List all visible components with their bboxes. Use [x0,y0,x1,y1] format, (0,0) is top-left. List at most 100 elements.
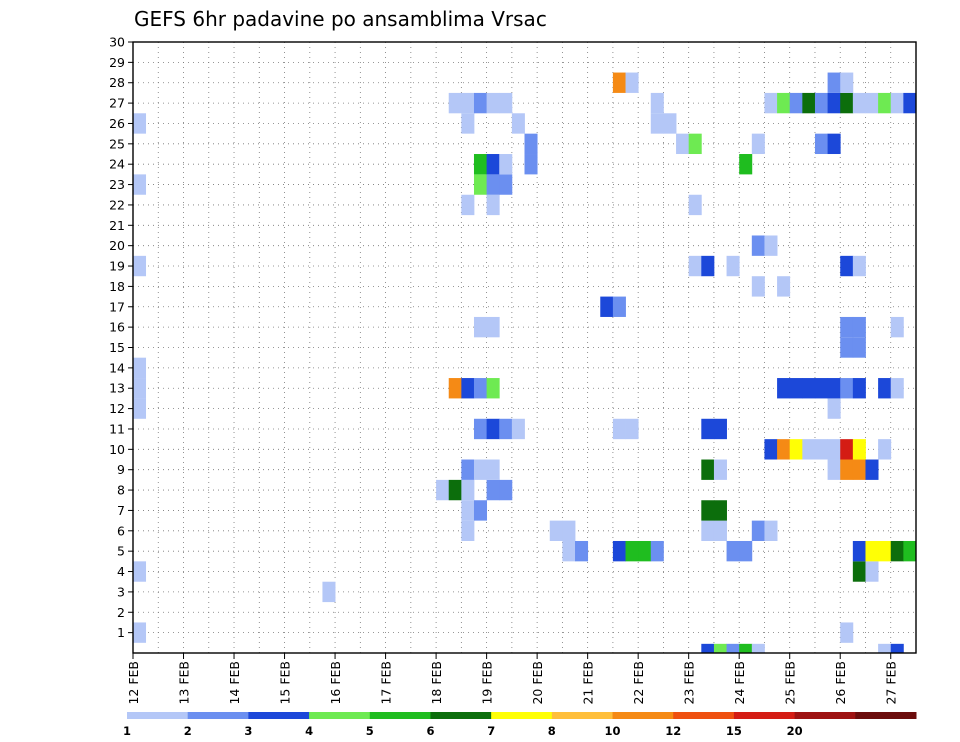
heatmap-cell [764,92,778,114]
colorbar-swatch [673,712,735,719]
heatmap-cell [865,561,879,582]
heatmap-cell [840,92,854,114]
heatmap-cell [625,72,639,93]
heatmap-cell [878,92,892,114]
heatmap-cell [133,255,147,277]
x-tick-label: 13 FEB [177,661,192,705]
y-axis: 1234567891011121314151617181920212223242… [109,35,133,640]
x-tick-label: 16 FEB [328,661,343,705]
x-tick-label: 21 FEB [581,661,596,705]
colorbar-label: 10 [604,724,620,738]
heatmap-cell [789,378,803,399]
heatmap-cell [524,133,538,155]
colorbar-swatch [733,712,796,719]
heatmap-cell [751,235,765,256]
y-tick-label: 16 [109,320,125,335]
heatmap-cell [486,92,500,114]
colorbar-swatch [309,712,371,719]
y-tick-label: 20 [109,238,125,253]
heatmap-cell [436,479,450,501]
chart-title: GEFS 6hr padavine po ansamblima Vrsac [134,7,547,31]
heatmap-cell [751,133,765,155]
heatmap-cell [663,113,677,134]
grid-lines [133,42,916,653]
heatmap-cell [461,479,475,501]
y-tick-label: 25 [109,136,125,151]
heatmap-cell [625,418,639,440]
heatmap-cell [777,276,791,297]
heatmap-cell [638,540,652,562]
colorbar-swatch [187,712,249,719]
heatmap-cell [486,194,500,216]
heatmap-cell [878,378,892,399]
heatmap-cell [777,439,791,460]
heatmap-cell [461,459,475,480]
heatmap-cell [499,174,513,195]
heatmap-cell [322,581,336,603]
heatmap-cell [840,622,854,643]
heatmap-cell [473,378,488,399]
heatmap-cell [865,92,879,114]
heatmap-cell [499,154,513,175]
heatmap-cell [739,643,753,654]
colorbar-label: 4 [305,724,313,738]
heatmap-cell [650,113,664,134]
y-tick-label: 17 [109,299,125,314]
colorbar-label: 1 [123,724,131,738]
heatmap-cell [852,540,866,562]
heatmap-cell [903,92,917,114]
heatmap-cell [827,439,841,460]
heatmap-cell [827,72,841,93]
heatmap-cell [802,439,816,460]
y-tick-label: 9 [117,462,125,477]
heatmap-cell [827,133,841,155]
heatmap-cell [726,540,740,562]
heatmap-cell [827,459,841,480]
y-tick-label: 11 [109,421,125,436]
heatmap-cell [133,113,147,134]
colorbar-label: 15 [726,724,742,738]
heatmap-cell [486,316,500,338]
y-tick-label: 23 [109,177,125,192]
heatmap-cell [890,643,904,654]
heatmap-cell [575,540,589,562]
heatmap-cell [448,92,462,114]
heatmap-cell [814,378,828,399]
heatmap-cell [701,520,715,541]
heatmap-cell [461,378,475,399]
heatmap-cell [840,337,854,358]
y-tick-label: 26 [109,116,125,131]
colorbar-swatch [794,712,856,719]
heatmap-cell [840,255,854,277]
heatmap-cell [852,92,866,114]
heatmap-cell [878,643,892,654]
heatmap-cell [461,113,475,134]
heatmap-cell [701,643,715,654]
heatmap-cell [473,154,488,175]
colorbar-swatch [855,712,917,719]
heatmap-cell [840,72,854,93]
colorbar-label: 5 [366,724,374,738]
y-tick-label: 7 [117,503,125,518]
heatmap-cell [600,296,614,317]
colorbar-swatch [369,712,431,719]
heatmap-cell [448,479,462,501]
heatmap-cell [499,479,513,501]
x-tick-label: 24 FEB [732,661,747,705]
heatmap-cell [865,459,879,480]
heatmap-cell [511,113,525,134]
colorbar-label: 2 [184,724,192,738]
heatmap-cell [701,255,715,277]
heatmap-cell [676,133,690,155]
heatmap-cell [701,459,715,480]
heatmap-cell [688,255,702,277]
heatmap-cell [814,92,828,114]
colorbar-swatch [248,712,310,719]
heatmap-cell [814,133,828,155]
heatmap-cell [751,643,765,654]
x-tick-label: 14 FEB [227,661,242,705]
y-tick-label: 21 [109,218,125,233]
heatmap-cell [713,418,727,440]
y-tick-label: 4 [117,564,125,579]
